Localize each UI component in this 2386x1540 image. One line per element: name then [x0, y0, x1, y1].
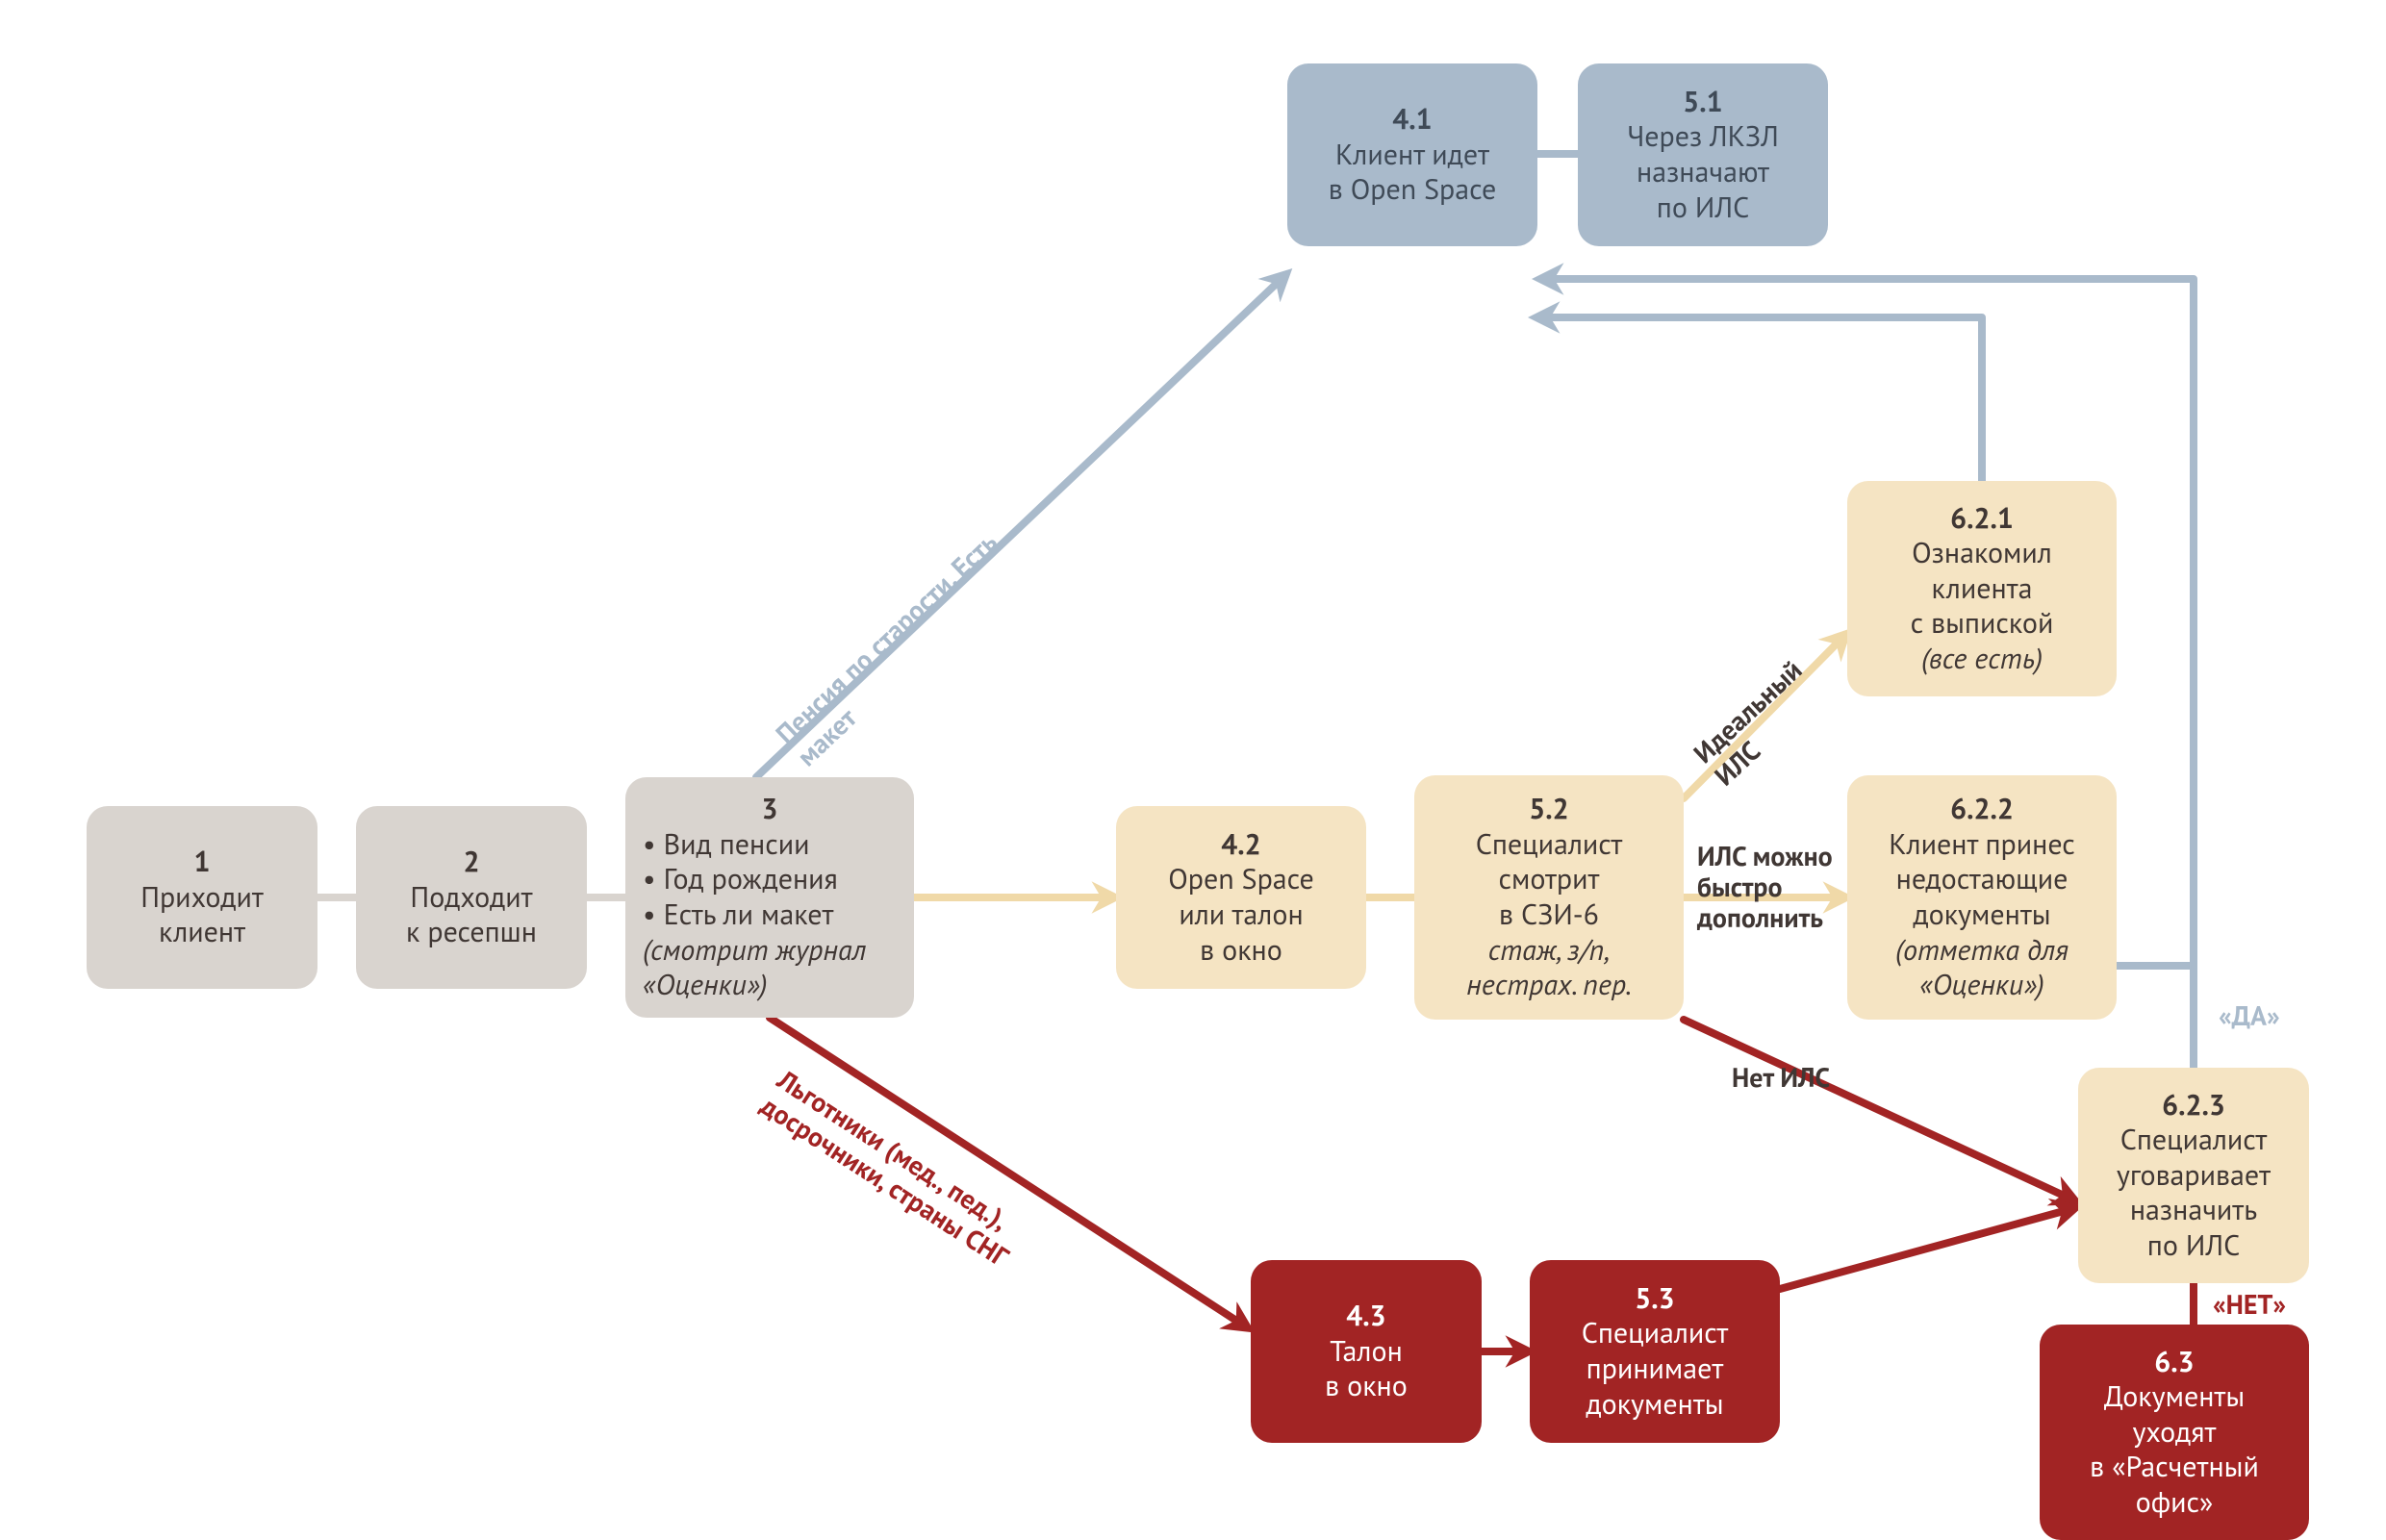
node-line: Специалист: [1582, 1316, 1729, 1351]
node-n623: 6.2.3Специалистуговариваетназначитьпо ИЛ…: [2078, 1068, 2309, 1283]
flowchart: 1Приходитклиент2Подходитк ресепшн3• Вид …: [0, 0, 2386, 1503]
connectors-svg: [0, 0, 2386, 1503]
node-num: 6.3: [2154, 1345, 2194, 1380]
node-line: Талон: [1330, 1334, 1403, 1370]
edge-e621_51: [1537, 317, 1982, 481]
node-line: назначить: [2130, 1193, 2257, 1228]
node-num: 3: [761, 792, 777, 827]
node-num: 2: [463, 845, 479, 880]
edge-label-lbl_quick: ИЛС можно быстро дополнить: [1697, 841, 1833, 934]
node-line: в «Расчетный: [2090, 1450, 2259, 1485]
edge-label-lbl_noils: Нет ИЛС: [1732, 1062, 1830, 1093]
node-line: по ИЛС: [1657, 190, 1749, 226]
node-line: или талон: [1179, 897, 1303, 933]
node-n3: 3• Вид пенсии• Год рождения• Есть ли мак…: [625, 777, 914, 1018]
node-num: 4.3: [1346, 1299, 1385, 1334]
node-line: в окно: [1200, 933, 1282, 969]
node-line: Подходит: [410, 880, 532, 916]
node-num: 6.2.3: [2162, 1088, 2225, 1123]
node-num: 1: [193, 845, 210, 880]
node-n2: 2Подходитк ресепшн: [356, 806, 587, 989]
node-line: Ознакомил: [1912, 536, 2052, 571]
node-line: уговаривает: [2117, 1158, 2271, 1194]
node-n41: 4.1Клиент идетв Open Space: [1287, 63, 1537, 246]
node-line: принимает: [1586, 1351, 1724, 1387]
node-ital: нестрах. пер.: [1466, 968, 1632, 1003]
node-num: 5.2: [1529, 792, 1568, 827]
node-line: • Вид пенсии: [643, 827, 810, 863]
edge-e53_623: [1780, 1208, 2074, 1289]
node-num: 5.3: [1635, 1281, 1674, 1317]
node-line: Специалист: [2120, 1123, 2268, 1158]
node-n43: 4.3Талонв окно: [1251, 1260, 1482, 1443]
node-line: в Open Space: [1329, 172, 1497, 208]
node-line: Документы: [2104, 1379, 2245, 1415]
node-num: 6.2.1: [1950, 501, 2014, 537]
node-line: к ресепшн: [406, 915, 537, 950]
node-n63: 6.3Документыуходятв «Расчетныйофис»: [2040, 1325, 2309, 1540]
node-num: 5.1: [1683, 85, 1722, 120]
node-line: с выпиской: [1911, 606, 2054, 642]
node-ital: (смотрит журнал: [643, 933, 866, 969]
node-line: офис»: [2136, 1485, 2214, 1521]
node-line: Клиент идет: [1335, 138, 1489, 173]
node-n53: 5.3Специалистпринимаетдокументы: [1530, 1260, 1780, 1443]
node-n622: 6.2.2Клиент принеснедостающиедокументы(о…: [1847, 775, 2117, 1020]
edge-label-lbl_net: «НЕТ»: [2213, 1289, 2286, 1320]
node-n52: 5.2Специалистсмотритв СЗИ-6стаж, з/п,нес…: [1414, 775, 1684, 1020]
node-line: Через ЛКЗЛ: [1627, 119, 1779, 155]
node-line: Open Space: [1168, 862, 1314, 897]
edge-e622_623: [2117, 966, 2194, 1066]
node-line: уходят: [2133, 1415, 2217, 1451]
node-n621: 6.2.1Ознакомилклиентас выпиской(все есть…: [1847, 481, 2117, 696]
node-line: клиента: [1932, 571, 2033, 607]
node-line: назначают: [1637, 155, 1769, 190]
node-ital: «Оценки»): [643, 968, 767, 1003]
node-ital: «Оценки»): [1919, 968, 2043, 1003]
node-num: 4.2: [1221, 827, 1260, 863]
node-num: 4.1: [1392, 102, 1432, 138]
node-n42: 4.2Open Spaceили талонв окно: [1116, 806, 1366, 989]
node-line: в окно: [1325, 1369, 1408, 1404]
node-line: Клиент принес: [1889, 827, 2075, 863]
node-n51: 5.1Через ЛКЗЛназначаютпо ИЛС: [1578, 63, 1828, 246]
node-line: документы: [1913, 897, 2050, 933]
node-line: Приходит: [140, 880, 264, 916]
node-line: • Год рождения: [643, 862, 838, 897]
node-num: 6.2.2: [1950, 792, 2014, 827]
node-line: документы: [1586, 1387, 1723, 1423]
node-line: по ИЛС: [2147, 1228, 2240, 1264]
node-line: в СЗИ-6: [1499, 897, 1599, 933]
node-n1: 1Приходитклиент: [87, 806, 317, 989]
node-ital: (все есть): [1921, 642, 2043, 677]
node-line: • Есть ли макет: [643, 897, 833, 933]
edge-e52_623: [1684, 1020, 2074, 1200]
node-line: смотрит: [1499, 862, 1600, 897]
edge-label-lbl_da: «ДА»: [2219, 1000, 2280, 1031]
node-ital: (отметка для: [1895, 933, 2069, 969]
node-line: недостающие: [1896, 862, 2069, 897]
node-ital: стаж, з/п,: [1488, 933, 1611, 969]
node-line: клиент: [159, 915, 245, 950]
node-line: Специалист: [1476, 827, 1623, 863]
